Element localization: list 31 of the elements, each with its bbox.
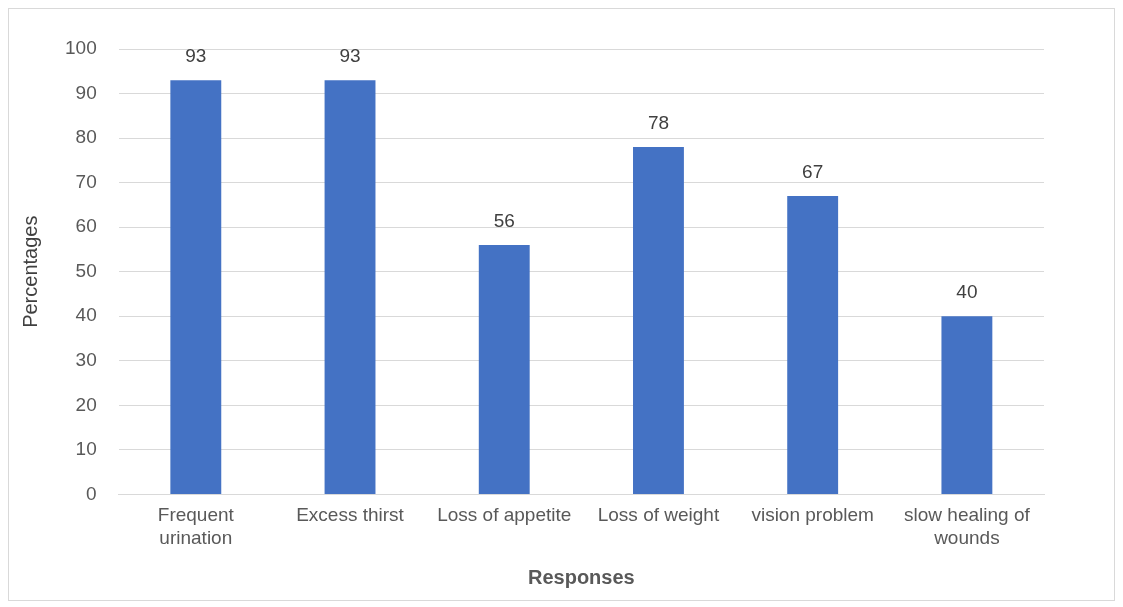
- y-tick-label: 40: [75, 304, 97, 326]
- x-tick-label: Loss of weight: [597, 504, 720, 526]
- bar: [787, 195, 839, 494]
- data-label: 67: [802, 160, 824, 182]
- bar: [633, 146, 684, 494]
- x-tick-label: Excess thirst: [296, 504, 405, 526]
- data-label: 93: [339, 44, 361, 66]
- x-tick-label: Loss of appetite: [437, 504, 572, 526]
- y-tick-label: 90: [75, 81, 97, 103]
- x-tick-label: vision problem: [751, 504, 874, 526]
- x-axis-title: Responses: [527, 565, 635, 588]
- data-label: 93: [185, 44, 207, 66]
- data-label: 40: [956, 280, 978, 302]
- y-tick-label: 10: [75, 438, 97, 460]
- y-axis-title: Percentages: [18, 215, 41, 328]
- x-tick-label: slow healing of wounds: [904, 504, 1031, 548]
- data-label: 56: [493, 209, 515, 231]
- y-tick-label: 20: [75, 393, 97, 415]
- x-tick-label: Frequent urination: [157, 504, 235, 548]
- y-tick-label: 60: [75, 215, 97, 237]
- bar: [941, 316, 993, 494]
- y-tick-label: 30: [75, 349, 97, 371]
- y-tick-label: 0: [86, 482, 97, 504]
- y-tick-label: 100: [65, 37, 97, 59]
- bar: [170, 80, 222, 494]
- bar: [324, 80, 376, 494]
- data-label: 78: [647, 111, 670, 133]
- y-tick-label: 50: [75, 259, 97, 281]
- bar: [478, 244, 530, 494]
- y-tick-label: 70: [75, 170, 97, 192]
- y-tick-label: 80: [75, 126, 97, 148]
